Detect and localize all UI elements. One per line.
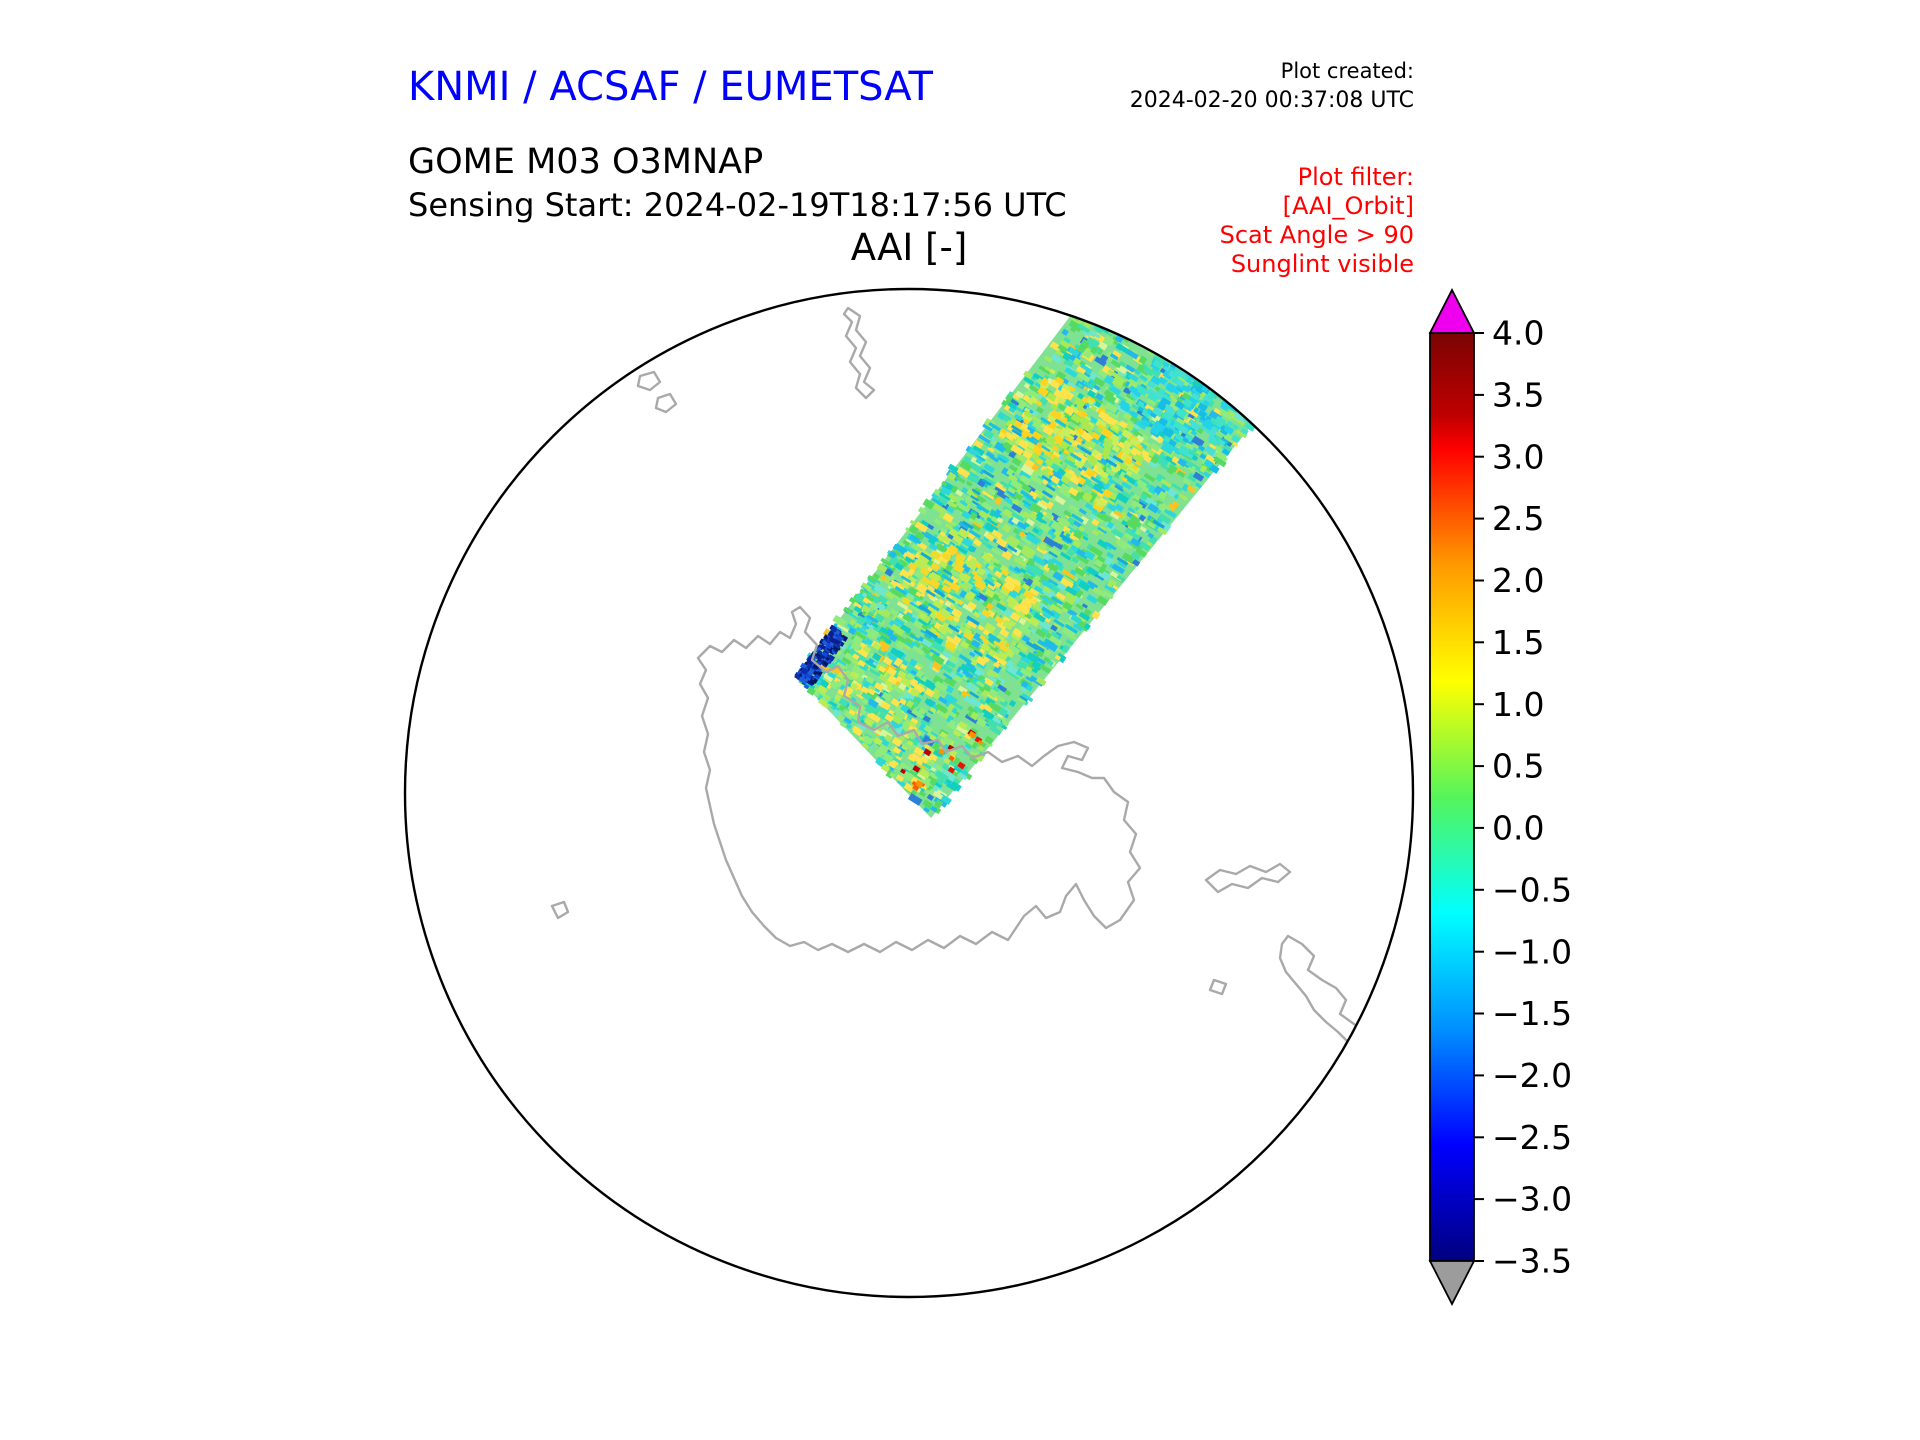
colorbar-tick-label: 1.0	[1492, 685, 1544, 724]
filter-note-line: Plot filter:	[1297, 163, 1414, 191]
colorbar-tick-label: 0.5	[1492, 747, 1544, 786]
colorbar: 4.0 3.5 3.0 2.5 2.0 1.5 1.0 0.5 0.0 −0.5 −1.0 −1.5 −…	[1428, 288, 1572, 1306]
colorbar-tick-label: 0.0	[1492, 808, 1544, 847]
map-boundary-circle	[403, 287, 1415, 1299]
colorbar-tick-label: −1.0	[1492, 932, 1572, 971]
product-title: GOME M03 O3MNAP	[408, 142, 764, 182]
filter-note-line: Scat Angle > 90	[1219, 221, 1414, 249]
colorbar-gradient-bar	[1429, 332, 1475, 1262]
colorbar-under-arrow	[1428, 1260, 1476, 1306]
colorbar-tick-label: 1.5	[1492, 623, 1544, 662]
colorbar-over-arrow	[1428, 288, 1476, 334]
coastline-south-america-tip	[842, 306, 876, 400]
colorbar-tick-label: −3.5	[1492, 1242, 1572, 1281]
colorbar-tick-label: 3.0	[1492, 437, 1544, 476]
colorbar-tick-label: 2.5	[1492, 499, 1544, 538]
coastline-islet-southwest	[550, 900, 570, 920]
colorbar-tick-label: 3.5	[1492, 375, 1544, 414]
colorbar-tick-label: 4.0	[1492, 314, 1544, 353]
colorbar-tick-label: 2.0	[1492, 561, 1544, 600]
coastline-island-west-a	[636, 370, 662, 392]
coastline-antarctica	[696, 605, 1142, 954]
colorbar-tick-label: −2.0	[1492, 1056, 1572, 1095]
coastline-fragment-east-upper	[1204, 862, 1292, 894]
plot-created-block: Plot created: 2024-02-20 00:37:08 UTC	[1040, 56, 1414, 116]
coastline-islet-east	[1208, 978, 1228, 996]
aai-orbit-swath	[794, 290, 1295, 818]
colorbar-tick-label: −1.5	[1492, 994, 1572, 1033]
plot-created-timestamp: 2024-02-20 00:37:08 UTC	[1129, 88, 1414, 113]
agency-title: KNMI / ACSAF / EUMETSAT	[408, 64, 933, 110]
plot-created-label: Plot created:	[1280, 59, 1414, 83]
sensing-start-label: Sensing Start: 2024-02-19T18:17:56 UTC	[408, 186, 1067, 224]
coastlines	[550, 306, 1376, 1054]
filter-note-line: Sunglint visible	[1230, 250, 1414, 278]
filter-note-line: [AAI_Orbit]	[1282, 192, 1414, 220]
plot-title: AAI [-]	[850, 226, 968, 269]
colorbar-tick-label: −3.0	[1492, 1180, 1572, 1219]
plot-filter-note: Plot filter: [AAI_Orbit] Scat Angle > 90…	[1100, 163, 1414, 279]
colorbar-tick-label: −2.5	[1492, 1118, 1572, 1157]
coastline-island-west-b	[654, 392, 678, 414]
colorbar-tick-label: −0.5	[1492, 870, 1572, 909]
